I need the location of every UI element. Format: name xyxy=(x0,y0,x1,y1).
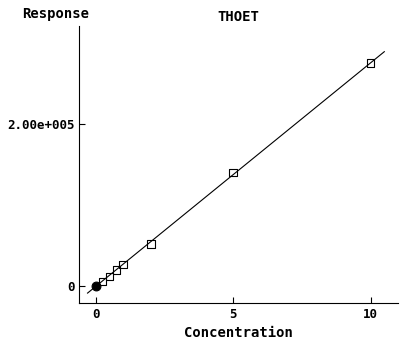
Text: Response: Response xyxy=(22,7,89,21)
Point xyxy=(93,283,99,289)
Point xyxy=(113,267,119,273)
Point xyxy=(367,60,374,66)
Point xyxy=(230,170,237,175)
Point xyxy=(99,279,106,284)
X-axis label: Concentration: Concentration xyxy=(184,326,293,340)
Title: THOET: THOET xyxy=(218,10,260,24)
Point xyxy=(147,242,154,247)
Point xyxy=(106,274,113,279)
Point xyxy=(120,262,126,267)
